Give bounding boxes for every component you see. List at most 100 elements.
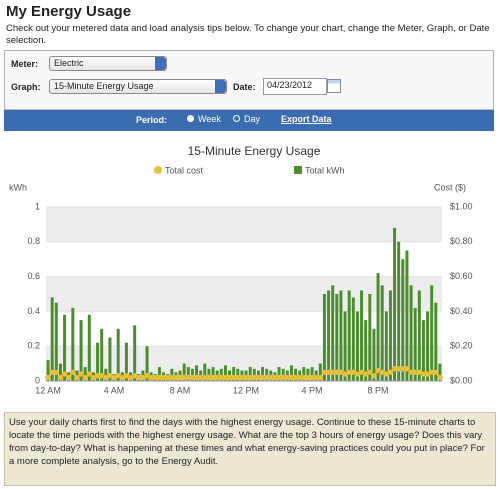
bar (430, 285, 434, 381)
y-tick-label: 0.4 (27, 306, 40, 316)
y2-tick-label: $0.80 (450, 236, 473, 246)
cost-point (366, 369, 373, 376)
bar (277, 367, 281, 381)
x-tick-label: 8 PM (368, 385, 389, 395)
cost-point (387, 369, 394, 376)
bar (211, 367, 215, 381)
graph-select[interactable]: 15-Minute Energy Usage (49, 79, 227, 94)
cost-point (57, 374, 64, 381)
bar (426, 311, 430, 381)
bar (58, 363, 62, 381)
bar (331, 285, 335, 381)
bar (46, 360, 50, 381)
x-tick-label: 12 PM (233, 385, 259, 395)
legend-label: Total cost (165, 165, 204, 175)
bar (186, 367, 190, 381)
legend-swatch (294, 166, 302, 174)
day-label: Day (244, 114, 261, 124)
chart-title: 15-Minute Energy Usage (188, 144, 321, 158)
bar (322, 294, 326, 381)
grid (46, 206, 442, 382)
bar (232, 367, 236, 381)
bar (388, 290, 392, 381)
period-label: Period: (136, 115, 168, 125)
bar (182, 363, 186, 381)
bar (384, 311, 388, 381)
cost-point (317, 374, 324, 381)
page-title: My Energy Usage (6, 3, 132, 20)
export-link[interactable]: Export Data (281, 114, 332, 124)
cost-point (69, 369, 76, 376)
bar (100, 328, 104, 381)
grid-band (46, 276, 442, 312)
cost-point (432, 369, 439, 376)
y2-tick-label: $0.00 (450, 375, 473, 385)
y2-tick-label: $0.60 (450, 271, 473, 281)
cost-point (437, 374, 443, 381)
y2-axis-label: Cost ($) (434, 182, 466, 192)
bar (302, 367, 306, 381)
bar (417, 290, 421, 381)
cost-point (371, 372, 377, 379)
bar (347, 290, 351, 381)
calendar-icon[interactable] (327, 79, 341, 93)
bar (203, 363, 207, 381)
radio-day[interactable] (233, 115, 240, 122)
bar (96, 342, 100, 381)
cost-point (404, 365, 410, 372)
x-tick-label: 12 AM (35, 385, 61, 395)
x-tick-label: 4 AM (104, 385, 125, 395)
bar (393, 227, 397, 381)
bar (116, 328, 120, 381)
y2-tick-label: $0.40 (450, 306, 473, 316)
meter-label: Meter: (11, 59, 39, 69)
bar (63, 314, 67, 381)
bar (351, 297, 355, 381)
bar (360, 290, 364, 381)
period-bar: Period: Week Day Export Data (4, 110, 494, 131)
bar (368, 294, 372, 381)
bar (83, 367, 87, 381)
y-tick-label: 0.6 (27, 271, 40, 281)
grid-band (46, 207, 442, 242)
bar (248, 367, 252, 381)
controls: Meter: Electric Graph: 15-Minute Energy … (4, 50, 494, 110)
bar (401, 259, 405, 381)
bar (71, 307, 75, 381)
legend-label: Total kWh (305, 165, 345, 175)
bar (87, 314, 91, 381)
bar (405, 250, 409, 381)
date-label: Date: (233, 82, 256, 92)
bar (124, 342, 128, 381)
cost-point (78, 371, 84, 377)
tip-text: Use your daily charts first to find the … (9, 417, 485, 467)
cost-point (74, 374, 80, 381)
bar (50, 297, 54, 381)
y2-tick-label: $0.20 (450, 341, 473, 351)
bar (327, 290, 331, 381)
radio-week[interactable] (187, 115, 194, 122)
bar (54, 302, 58, 381)
date-input[interactable]: 04/23/2012 (263, 78, 327, 95)
bar (223, 365, 227, 381)
graph-label: Graph: (11, 82, 41, 92)
y-tick-label: 0.8 (27, 236, 40, 246)
bar (339, 290, 343, 381)
cost-point (53, 369, 60, 376)
bar (434, 302, 438, 381)
intro: Check out your metered data and load ana… (6, 23, 490, 46)
meter-select[interactable]: Electric (49, 56, 167, 71)
y2-tick-label: $1.00 (450, 201, 473, 211)
bar (376, 273, 380, 381)
cost-point (86, 371, 93, 377)
bar (364, 320, 368, 381)
x-tick-label: 8 AM (170, 385, 191, 395)
cost-point (45, 374, 51, 381)
bar (409, 285, 413, 381)
graph-value: 15-Minute Energy Usage (54, 81, 154, 91)
bar (310, 367, 314, 381)
bar (133, 325, 137, 381)
y-tick-label: 0 (35, 375, 40, 385)
bar (108, 337, 112, 381)
